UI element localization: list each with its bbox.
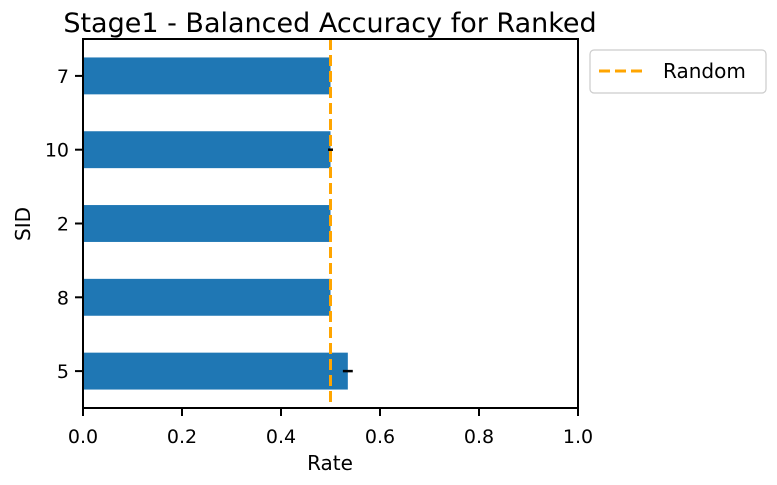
bar-sid-8 [83,278,331,316]
bar-sid-5 [83,352,348,390]
y-tick-label-8: 8 [57,287,69,309]
bars-group [83,57,348,390]
y-tick-label-2: 2 [57,214,69,236]
legend-box [589,49,767,94]
bar-sid-10 [83,131,331,169]
y-tick-label-5: 5 [57,361,69,383]
x-tick-label: 0.4 [266,426,296,448]
legend-random-label: Random [663,59,746,83]
x-tick-label: 0.2 [167,426,197,448]
x-tick-label: 0.6 [365,426,395,448]
x-tick-label: 0.0 [68,426,98,448]
bar-sid-7 [83,57,331,95]
x-tick-label: 0.8 [464,426,494,448]
y-tick-label-7: 7 [57,66,69,88]
bar-sid-2 [83,205,331,242]
y-tick-label-10: 10 [45,140,69,162]
legend: Random [589,49,767,94]
x-tick-label: 1.0 [563,426,593,448]
x-axis-ticks: 0.0 0.2 0.4 0.6 0.8 1.0 [68,408,593,448]
chart-title: Stage1 - Balanced Accuracy for Ranked [63,8,596,39]
x-axis-label: Rate [307,451,353,475]
y-axis-ticks: 7 10 2 8 5 [45,66,83,383]
y-axis-label: SID [11,207,35,241]
